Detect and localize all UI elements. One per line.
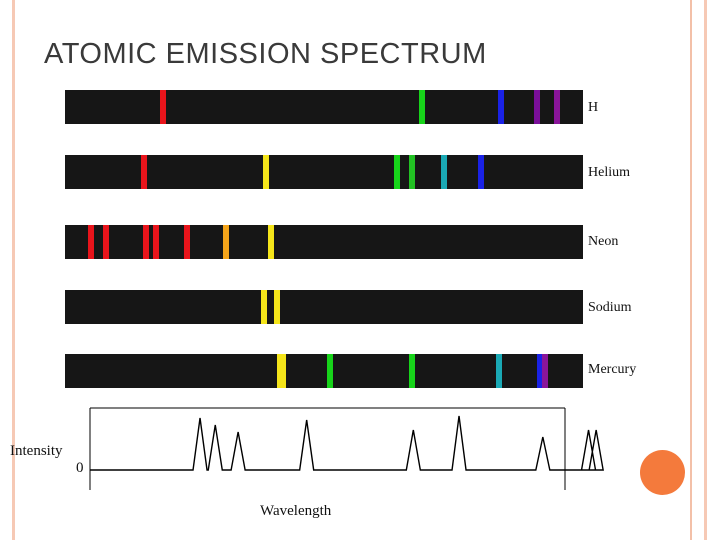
right-border-line-outer — [704, 0, 707, 540]
element-label: Neon — [588, 234, 619, 249]
emission-line — [441, 155, 448, 189]
emission-line — [496, 354, 503, 388]
emission-line — [497, 90, 504, 124]
spectrum-strip-helium — [65, 155, 583, 189]
emission-line — [279, 354, 286, 388]
emission-line — [409, 354, 416, 388]
emission-line — [273, 290, 280, 324]
graph-xlabel: Wavelength — [260, 503, 332, 519]
element-label: Sodium — [588, 300, 632, 315]
emission-line — [223, 225, 230, 259]
element-label: Mercury — [588, 362, 637, 377]
graph-ylabel: Intensity — [10, 443, 63, 459]
emission-line — [418, 90, 425, 124]
right-border-line — [690, 0, 692, 540]
slide-title: ATOMIC EMISSION SPECTRUM — [44, 38, 487, 70]
spectrum-strip-neon — [65, 225, 583, 259]
emission-line — [409, 155, 416, 189]
spectrum-strip-sodium — [65, 290, 583, 324]
emission-line — [537, 354, 544, 388]
decorative-circle — [640, 450, 685, 495]
emission-line — [534, 90, 541, 124]
emission-line — [263, 155, 270, 189]
emission-line — [554, 90, 561, 124]
graph-zero-label: 0 — [76, 460, 84, 476]
emission-line — [327, 354, 334, 388]
emission-line — [141, 155, 148, 189]
emission-line — [267, 225, 274, 259]
emission-line — [394, 155, 401, 189]
intensity-trace — [90, 415, 604, 471]
emission-line — [276, 354, 283, 388]
spectrum-strip-mercury — [65, 354, 583, 388]
element-label: Helium — [588, 165, 630, 180]
emission-line — [260, 290, 267, 324]
spectrum-strip-h — [65, 90, 583, 124]
emission-line — [183, 225, 190, 259]
emission-line — [477, 155, 484, 189]
emission-line — [103, 225, 110, 259]
element-label: H — [588, 100, 599, 115]
emission-line — [159, 90, 166, 124]
emission-line — [87, 225, 94, 259]
emission-line — [541, 354, 548, 388]
emission-line — [153, 225, 160, 259]
left-border-line — [12, 0, 15, 540]
emission-line — [142, 225, 149, 259]
